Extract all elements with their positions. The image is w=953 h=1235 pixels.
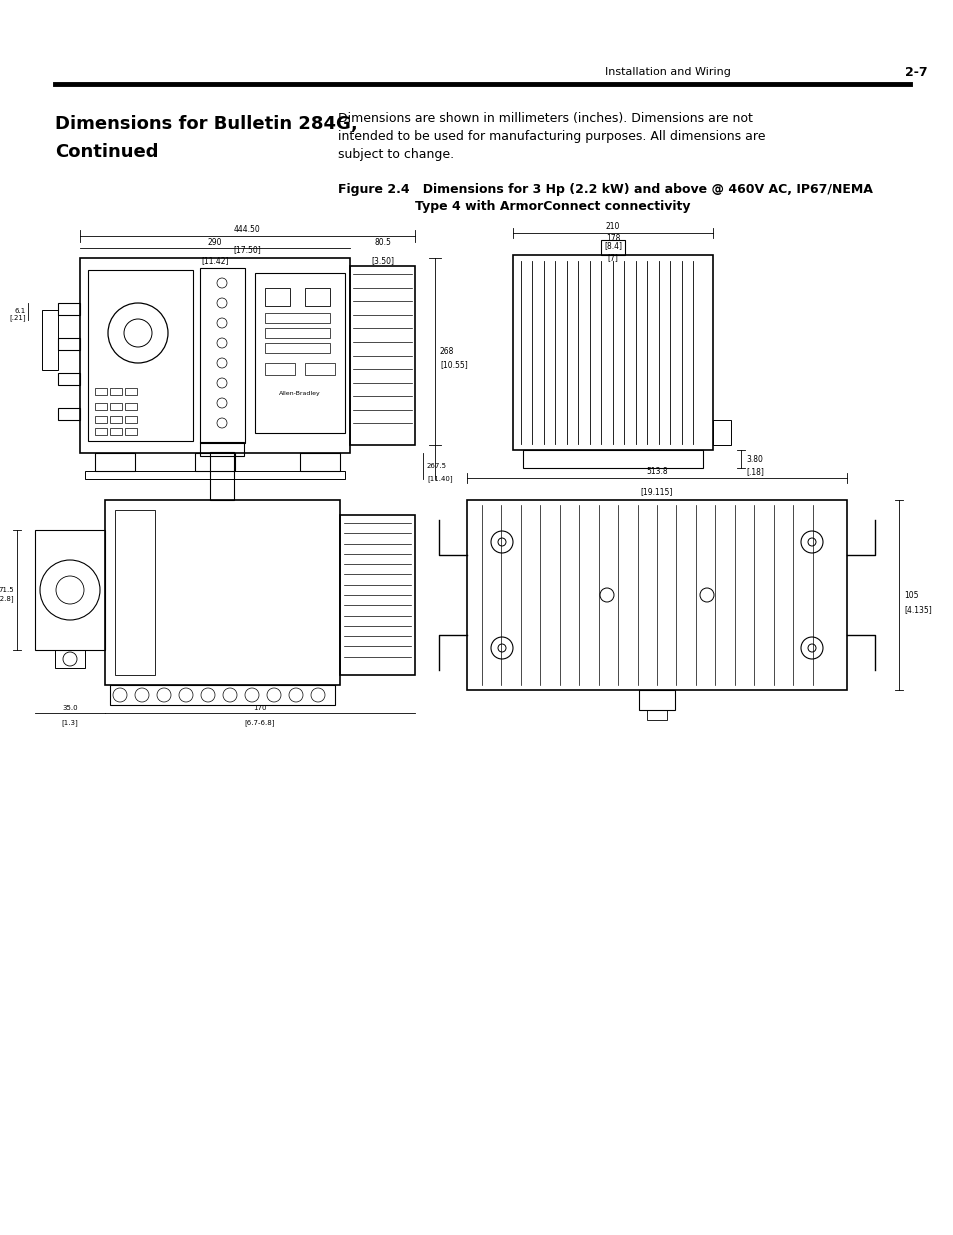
Text: subject to change.: subject to change. xyxy=(337,148,454,161)
Bar xyxy=(646,710,666,720)
Text: 105: 105 xyxy=(903,590,918,599)
Bar xyxy=(35,530,105,650)
Bar xyxy=(194,453,234,471)
Text: [.18]: [.18] xyxy=(745,467,763,475)
Text: [1.3]: [1.3] xyxy=(62,719,78,726)
Text: 444.50: 444.50 xyxy=(233,225,260,233)
Bar xyxy=(639,690,675,710)
Bar xyxy=(95,429,107,435)
Text: [6.7-6.8]: [6.7-6.8] xyxy=(245,719,275,726)
Bar xyxy=(265,363,294,375)
Text: Dimensions for Bulletin 284G,: Dimensions for Bulletin 284G, xyxy=(55,115,357,133)
Text: [11.40]: [11.40] xyxy=(427,475,452,482)
Bar xyxy=(58,408,80,420)
Bar xyxy=(58,373,80,385)
Text: 170: 170 xyxy=(253,705,267,711)
Text: intended to be used for manufacturing purposes. All dimensions are: intended to be used for manufacturing pu… xyxy=(337,130,764,143)
Bar xyxy=(88,270,193,441)
Text: Continued: Continued xyxy=(55,143,158,161)
Bar xyxy=(350,266,415,445)
Text: [3.50]: [3.50] xyxy=(371,256,394,266)
Bar xyxy=(600,240,624,254)
Bar xyxy=(712,420,730,445)
Text: [7]: [7] xyxy=(607,253,618,262)
Bar xyxy=(522,450,702,468)
Bar xyxy=(110,403,122,410)
Text: 35.0: 35.0 xyxy=(62,705,78,711)
Bar xyxy=(254,273,345,433)
Bar xyxy=(339,515,415,676)
Bar xyxy=(105,500,339,685)
Text: 80.5: 80.5 xyxy=(374,238,391,247)
Text: 513.8: 513.8 xyxy=(645,467,667,475)
Bar xyxy=(265,329,330,338)
Bar xyxy=(200,268,245,443)
Bar xyxy=(42,310,58,370)
Text: 268: 268 xyxy=(439,347,454,356)
Bar xyxy=(200,442,244,456)
Bar xyxy=(110,685,335,705)
Bar xyxy=(58,303,80,315)
Bar xyxy=(55,650,85,668)
Text: Type 4 with ArmorConnect connectivity: Type 4 with ArmorConnect connectivity xyxy=(415,200,690,212)
Bar xyxy=(265,312,330,324)
Bar xyxy=(110,416,122,424)
Text: [10.55]: [10.55] xyxy=(439,361,467,369)
Bar xyxy=(467,500,846,690)
Bar xyxy=(125,429,137,435)
Text: Installation and Wiring: Installation and Wiring xyxy=(604,67,730,77)
Text: 210: 210 xyxy=(605,222,619,231)
Bar xyxy=(125,403,137,410)
Bar xyxy=(299,453,339,471)
Text: 2-7: 2-7 xyxy=(904,65,926,79)
Bar xyxy=(95,403,107,410)
Text: 267.5: 267.5 xyxy=(427,463,447,469)
Text: [11.42]: [11.42] xyxy=(201,256,229,266)
Text: 6.1: 6.1 xyxy=(14,308,26,314)
Bar xyxy=(85,471,345,479)
Bar xyxy=(265,343,330,353)
Text: 3.80: 3.80 xyxy=(745,454,762,463)
Bar xyxy=(513,254,712,450)
Bar xyxy=(305,363,335,375)
Bar xyxy=(115,510,154,676)
Text: [.21]: [.21] xyxy=(10,315,26,321)
Bar xyxy=(265,288,290,306)
Bar xyxy=(125,416,137,424)
Text: 178: 178 xyxy=(605,233,619,243)
Text: Allen-Bradley: Allen-Bradley xyxy=(279,390,320,395)
Text: [8.4]: [8.4] xyxy=(603,241,621,249)
Bar xyxy=(95,453,135,471)
Text: 71.5: 71.5 xyxy=(0,587,14,593)
Bar xyxy=(58,338,80,350)
Text: Figure 2.4   Dimensions for 3 Hp (2.2 kW) and above @ 460V AC, IP67/NEMA: Figure 2.4 Dimensions for 3 Hp (2.2 kW) … xyxy=(337,183,872,196)
Text: [17.50]: [17.50] xyxy=(233,245,261,254)
Bar xyxy=(210,452,233,500)
Bar xyxy=(125,388,137,395)
Bar xyxy=(110,429,122,435)
Text: Dimensions are shown in millimeters (inches). Dimensions are not: Dimensions are shown in millimeters (inc… xyxy=(337,112,752,125)
Bar xyxy=(305,288,330,306)
Bar xyxy=(110,388,122,395)
Bar xyxy=(95,388,107,395)
Text: [19.115]: [19.115] xyxy=(640,487,673,496)
Text: [4.135]: [4.135] xyxy=(903,605,931,614)
Bar xyxy=(95,416,107,424)
Text: [2.8]: [2.8] xyxy=(0,595,14,603)
Bar xyxy=(80,258,350,453)
Text: 290: 290 xyxy=(208,238,222,247)
